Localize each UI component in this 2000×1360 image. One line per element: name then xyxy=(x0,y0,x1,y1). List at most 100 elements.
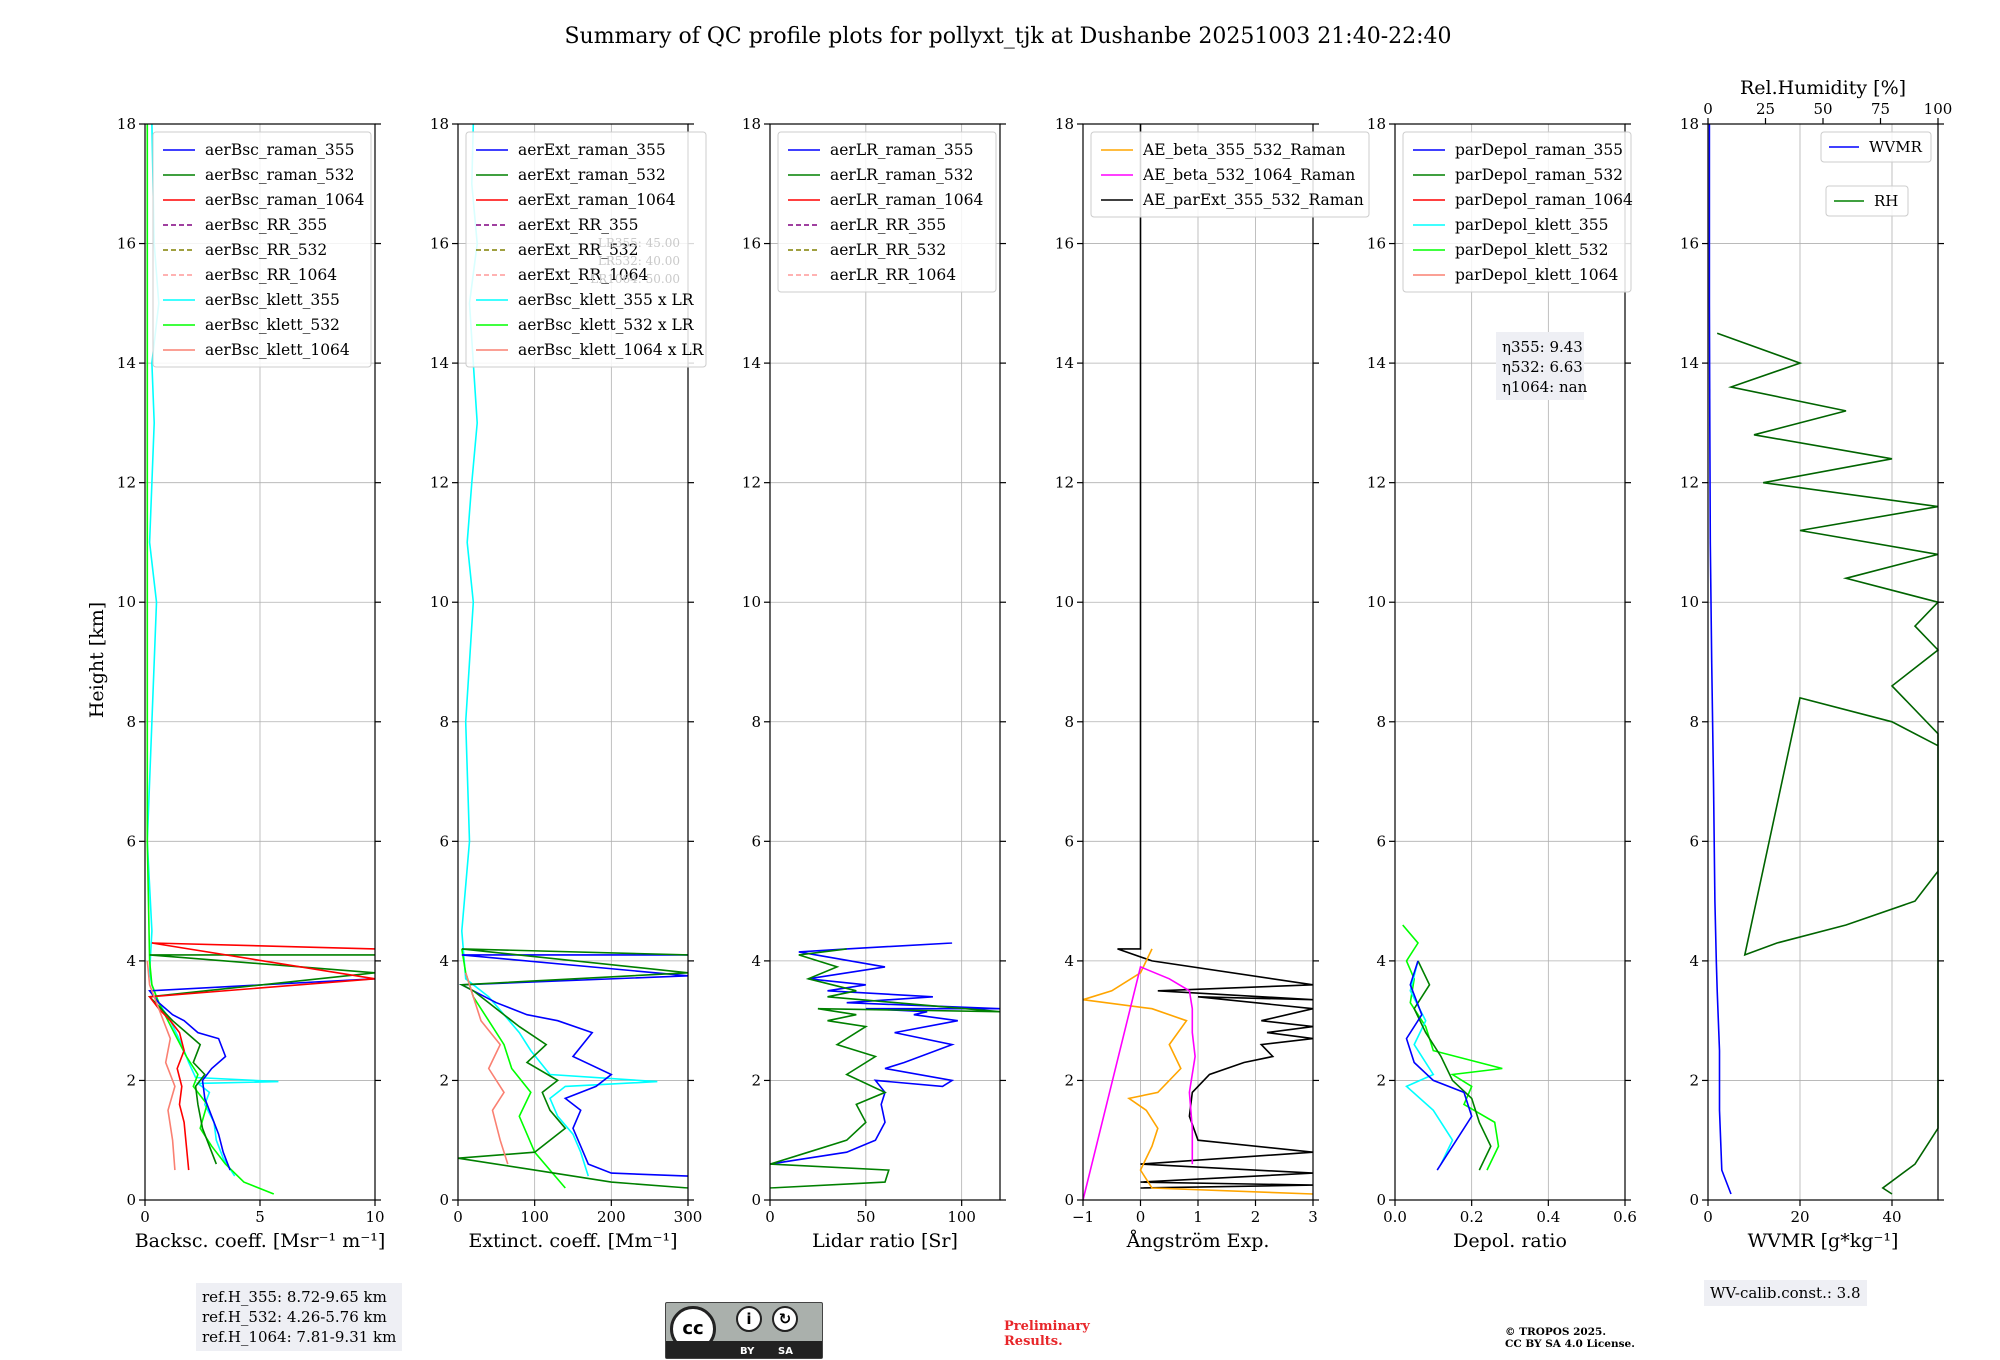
x-tick-label: 50 xyxy=(856,1208,875,1226)
legend-label: aerBsc_RR_532 xyxy=(205,241,327,259)
top-x-tick-label: 50 xyxy=(1813,100,1832,118)
legend-label: aerLR_RR_1064 xyxy=(830,266,956,284)
y-tick-label: 6 xyxy=(751,832,761,850)
legend-box xyxy=(777,131,997,293)
y-tick-label: 4 xyxy=(126,952,136,970)
legend-label: RH xyxy=(1874,192,1898,210)
top-x-axis-label: Rel.Humidity [%] xyxy=(1740,77,1906,99)
legend-label: aerBsc_klett_355 xyxy=(205,291,340,309)
cc-sa-label: SA xyxy=(778,1346,793,1357)
y-tick-label: 14 xyxy=(742,354,761,372)
legend-label: aerExt_RR_355 xyxy=(518,216,639,234)
y-tick-label: 14 xyxy=(1367,354,1386,372)
legend-label: aerBsc_RR_355 xyxy=(205,216,327,234)
legend: aerBsc_raman_355 aerBsc_raman_532 aerBsc_r… xyxy=(152,131,372,368)
y-tick-label: 10 xyxy=(1055,593,1074,611)
x-tick-label: 0.0 xyxy=(1383,1208,1407,1226)
copyright-line-1: © TROPOS 2025. xyxy=(1505,1326,1607,1338)
legend-label: aerBsc_klett_1064 xyxy=(205,341,350,359)
y-tick-label: 12 xyxy=(117,474,136,492)
x-axis-label: Ångström Exp. xyxy=(1126,1230,1270,1252)
series-group xyxy=(1709,124,1938,1194)
y-tick-label: 18 xyxy=(1055,115,1074,133)
series-line-aerBsc_klett_1064 xyxy=(147,961,175,1170)
x-tick-label: 3 xyxy=(1308,1208,1318,1226)
y-tick-label: 8 xyxy=(439,713,449,731)
legend-box xyxy=(465,131,707,368)
preliminary-line-1: Preliminary xyxy=(1004,1319,1090,1334)
ref-height-1064: ref.H_1064: 7.81-9.31 km xyxy=(202,1328,397,1346)
y-tick-label: 0 xyxy=(126,1191,136,1209)
legend-label: aerBsc_klett_355 x LR xyxy=(518,291,695,309)
series-line-aerBsc_klett_532 xyxy=(147,124,273,1194)
axes-frame xyxy=(769,123,1001,1201)
x-axis-label: Lidar ratio [Sr] xyxy=(812,1230,958,1252)
eta-label: η532: 6.63 xyxy=(1502,358,1583,376)
legend-label: aerLR_raman_1064 xyxy=(830,191,983,209)
legend: aerLR_raman_355 aerLR_raman_532 aerLR_rama… xyxy=(777,131,997,293)
eta-box xyxy=(1496,332,1584,400)
y-tick-label: 0 xyxy=(439,1191,449,1209)
wv-calibration-box: WV-calib.const.: 3.8 xyxy=(1704,1280,1867,1306)
reference-height-box: ref.H_355: 8.72-9.65 km ref.H_532: 4.26-… xyxy=(196,1283,403,1351)
legend-label: aerBsc_raman_355 xyxy=(205,141,355,159)
x-tick-label: 20 xyxy=(1790,1208,1809,1226)
y-tick-label: 8 xyxy=(1689,713,1699,731)
series-line-aerExt_raman_532 xyxy=(458,949,688,1188)
y-tick-label: 2 xyxy=(1376,1071,1386,1089)
x-tick-label: 100 xyxy=(520,1208,549,1226)
cc-license-badge: cc i ↻ BY SA xyxy=(665,1302,823,1359)
y-tick-label: 16 xyxy=(1367,235,1386,253)
series-group xyxy=(770,943,1000,1188)
legend-label: parDepol_raman_532 xyxy=(1455,166,1623,184)
legend-box xyxy=(1402,131,1632,293)
x-tick-label: 100 xyxy=(947,1208,976,1226)
x-axis-label: WVMR [g*kg⁻¹] xyxy=(1748,1230,1899,1252)
legend-label: aerExt_raman_532 xyxy=(518,166,666,184)
legend: parDepol_raman_355 parDepol_raman_532 parD… xyxy=(1402,131,1633,293)
x-tick-label: −1 xyxy=(1072,1208,1094,1226)
legend-label: aerBsc_klett_1064 x LR xyxy=(518,341,705,359)
y-axis-label: Height [km] xyxy=(86,602,108,718)
ref-height-355: ref.H_355: 8.72-9.65 km xyxy=(202,1288,387,1306)
y-tick-label: 12 xyxy=(1680,474,1699,492)
y-tick-label: 6 xyxy=(1376,832,1386,850)
series-line-parDepol_klett_355 xyxy=(1407,961,1453,1164)
y-tick-label: 4 xyxy=(1376,952,1386,970)
legend-label: aerExt_RR_532 xyxy=(518,241,639,259)
y-tick-label: 10 xyxy=(1367,593,1386,611)
legend-box xyxy=(1820,131,1932,163)
legend-label: AE_beta_532_1064_Raman xyxy=(1142,166,1355,184)
y-tick-label: 18 xyxy=(117,115,136,133)
legend-label: parDepol_klett_532 xyxy=(1455,241,1608,259)
y-tick-label: 18 xyxy=(430,115,449,133)
series-line-aerLR_raman_355 xyxy=(770,943,1000,1164)
eta-label: η355: 9.43 xyxy=(1502,338,1583,356)
x-tick-label: 0 xyxy=(1136,1208,1146,1226)
y-tick-label: 12 xyxy=(1367,474,1386,492)
y-tick-label: 14 xyxy=(117,354,136,372)
legend-label: parDepol_raman_1064 xyxy=(1455,191,1633,209)
preliminary-line-2: Results. xyxy=(1004,1334,1063,1349)
legend-label: WVMR xyxy=(1869,138,1923,156)
legend-label: parDepol_klett_1064 xyxy=(1455,266,1618,284)
legend-label: aerBsc_klett_532 x LR xyxy=(518,316,695,334)
copyright-line-2: CC BY SA 4.0 License. xyxy=(1505,1338,1635,1350)
x-tick-label: 5 xyxy=(255,1208,265,1226)
series-group xyxy=(147,124,375,1194)
legend-box xyxy=(1825,185,1909,217)
legend-label: aerLR_raman_355 xyxy=(830,141,973,159)
y-tick-label: 4 xyxy=(751,952,761,970)
legend-box xyxy=(1090,131,1370,218)
x-tick-label: 1 xyxy=(1193,1208,1203,1226)
cc-badge-bar xyxy=(666,1341,822,1358)
x-tick-label: 0 xyxy=(765,1208,775,1226)
y-tick-label: 16 xyxy=(430,235,449,253)
series-line-AE_beta_355_532_Raman xyxy=(1083,949,1313,1194)
x-tick-label: 0 xyxy=(1703,1208,1713,1226)
legend-label: aerLR_raman_532 xyxy=(830,166,973,184)
lidar-ratio-annotation: LR532: 40.00 xyxy=(598,254,680,268)
panel-backscatter: 0 2 4 6 8 10 12 14 16 18 0 5 10 Backsc. coeff. [Msr⁻¹… xyxy=(117,115,385,1252)
